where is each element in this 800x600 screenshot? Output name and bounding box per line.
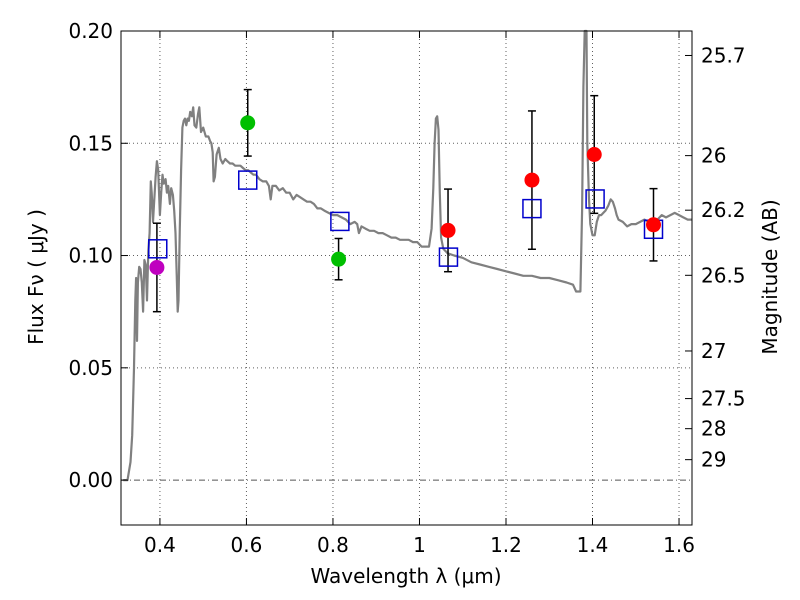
magnitude-tick-label: 28	[701, 417, 726, 441]
magnitude-tick-label: 26.2	[701, 198, 746, 222]
model-photometry-square	[237, 170, 258, 190]
model-photometry-square	[522, 198, 542, 219]
x-tick-label: 1.2	[490, 533, 522, 557]
model-photometry-square	[438, 247, 459, 267]
axis-ticks	[121, 30, 692, 525]
magnitude-tick-label: 29	[701, 448, 726, 472]
x-axis-title: Wavelength λ (μm)	[310, 564, 501, 588]
x-tick-label: 1.4	[577, 533, 609, 557]
model-photometry-square	[585, 189, 605, 209]
magnitude-axis-title: Magnitude (AB)	[758, 199, 782, 354]
y-tick-label: 0.15	[68, 131, 113, 155]
model-sed-line	[123, 29, 692, 482]
observed-flux-point	[586, 147, 602, 162]
plot-frame	[120, 30, 693, 526]
y-tick-label: 0.20	[68, 19, 113, 43]
model-photometry-markers	[148, 170, 664, 267]
observed-flux-point	[646, 217, 662, 233]
x-tick-label: 0.6	[231, 533, 263, 557]
magnitude-tick-label: 27	[701, 339, 726, 363]
grid-lines	[121, 30, 692, 525]
observed-flux-point	[440, 222, 456, 238]
observed-flux-point	[331, 251, 347, 267]
y-tick-labels: 0.00 0.05 0.10 0.15 0.20	[68, 19, 113, 492]
magnitude-tick-label: 27.5	[701, 387, 746, 411]
x-tick-label: 0.4	[144, 533, 176, 557]
x-tick-label: 0.8	[317, 533, 349, 557]
observed-flux-point	[524, 172, 540, 188]
magnitude-tick-label: 26.5	[701, 263, 746, 287]
observed-photometry-markers	[149, 115, 662, 275]
y-tick-label: 0.00	[68, 468, 113, 492]
x-tick-label: 1.6	[663, 533, 695, 557]
magnitude-tick-label: 25.7	[701, 43, 746, 67]
model-photometry-square	[148, 239, 168, 259]
y-tick-label: 0.10	[68, 244, 113, 268]
model-photometry-square	[330, 211, 350, 232]
magnitude-tick-labels: 25.7 26 26.2 26.5 27 27.5 28 29	[701, 43, 746, 471]
observed-flux-point	[240, 115, 256, 131]
y-axis-title: Flux Fν ( μJy )	[24, 209, 48, 345]
y-tick-label: 0.05	[68, 356, 113, 380]
magnitude-tick-label: 26	[701, 144, 726, 168]
observed-flux-point	[149, 259, 165, 275]
x-tick-label: 1	[413, 533, 426, 557]
x-tick-labels: 0.4 0.6 0.8 1 1.2 1.4 1.6	[144, 533, 695, 557]
